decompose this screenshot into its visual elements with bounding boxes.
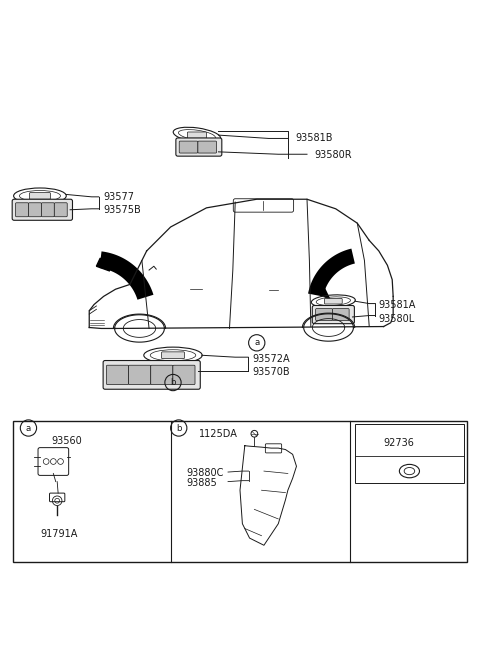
Text: 93575B: 93575B <box>104 205 141 215</box>
Text: a: a <box>26 424 31 432</box>
Polygon shape <box>308 249 355 297</box>
FancyBboxPatch shape <box>29 193 50 199</box>
FancyBboxPatch shape <box>54 203 67 217</box>
Text: 93577: 93577 <box>104 193 134 202</box>
FancyBboxPatch shape <box>332 309 349 320</box>
FancyBboxPatch shape <box>12 199 72 220</box>
FancyBboxPatch shape <box>162 352 184 359</box>
FancyBboxPatch shape <box>103 360 200 389</box>
Text: 93581B: 93581B <box>295 134 333 143</box>
Text: 93570B: 93570B <box>252 367 289 377</box>
FancyBboxPatch shape <box>41 203 54 217</box>
FancyBboxPatch shape <box>179 141 198 153</box>
Text: 91791A: 91791A <box>40 529 77 539</box>
Bar <box>12 421 468 562</box>
FancyBboxPatch shape <box>173 365 195 384</box>
FancyBboxPatch shape <box>107 365 129 384</box>
Text: 93885: 93885 <box>186 478 217 488</box>
FancyBboxPatch shape <box>312 305 354 324</box>
Text: 93580R: 93580R <box>314 150 352 160</box>
Text: 93560: 93560 <box>51 436 82 447</box>
Text: 93581A: 93581A <box>379 299 416 310</box>
Polygon shape <box>99 252 154 300</box>
FancyBboxPatch shape <box>316 309 332 320</box>
Text: b: b <box>176 424 181 432</box>
FancyBboxPatch shape <box>187 132 206 138</box>
Text: a: a <box>254 339 259 347</box>
FancyBboxPatch shape <box>198 141 216 153</box>
Text: b: b <box>170 378 176 387</box>
Bar <box>355 424 464 483</box>
FancyBboxPatch shape <box>15 203 28 217</box>
FancyBboxPatch shape <box>28 203 41 217</box>
FancyBboxPatch shape <box>176 138 222 156</box>
Text: 1125DA: 1125DA <box>199 429 238 439</box>
Text: 93572A: 93572A <box>252 354 289 364</box>
FancyBboxPatch shape <box>324 299 342 304</box>
FancyBboxPatch shape <box>129 365 151 384</box>
Polygon shape <box>96 258 110 271</box>
FancyBboxPatch shape <box>151 365 173 384</box>
Text: 93880C: 93880C <box>186 468 224 478</box>
Text: 93580L: 93580L <box>379 314 415 324</box>
Polygon shape <box>321 287 330 300</box>
Text: 92736: 92736 <box>384 438 414 448</box>
